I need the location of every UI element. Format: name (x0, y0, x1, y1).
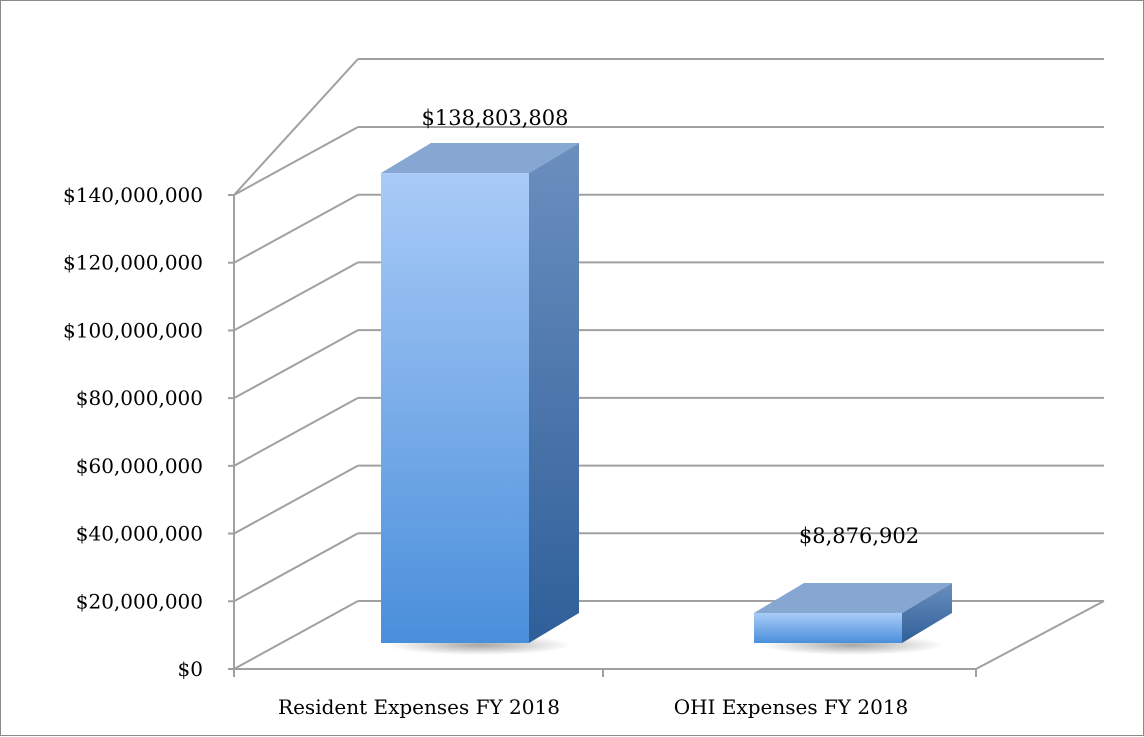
x-tick-label: Resident Expenses FY 2018 (278, 695, 560, 719)
data-label: $138,803,808 (422, 106, 569, 130)
y-tick-labels: $0 $20,000,000 $40,000,000 $60,000,000 $80,0… (63, 183, 203, 681)
bar (381, 143, 579, 655)
y-tick-label: $0 (178, 657, 203, 681)
bar-side (529, 143, 579, 643)
y-tick-label: $40,000,000 (76, 522, 203, 546)
value-labels: $138,803,808 $8,876,902 (422, 106, 920, 548)
bar-top (381, 143, 579, 174)
y-tick-label: $20,000,000 (76, 589, 203, 613)
bar-front (381, 173, 529, 643)
gridlines (233, 58, 1104, 670)
y-tick-label: $60,000,000 (76, 454, 203, 478)
y-tick-label: $80,000,000 (76, 386, 203, 410)
y-tick-label: $140,000,000 (63, 183, 203, 207)
floor-right-edge (975, 600, 1105, 670)
bar-side (902, 582, 952, 643)
gridline-diagonal (233, 532, 359, 603)
gridline-diagonal (233, 396, 359, 467)
bar (754, 582, 952, 655)
x-tick-label: OHI Expenses FY 2018 (674, 695, 909, 719)
gridline-diagonal (233, 261, 359, 332)
gridline-diagonal (233, 126, 359, 196)
gridline-diagonal (233, 329, 359, 400)
axes (228, 194, 1105, 677)
gridline-diagonal (233, 58, 359, 196)
category-labels: Resident Expenses FY 2018 OHI Expenses FY… (278, 695, 908, 719)
y-tick-label: $100,000,000 (63, 318, 203, 342)
y-tick-label: $120,000,000 (63, 251, 203, 275)
gridline-diagonal (233, 600, 359, 670)
bars (381, 143, 952, 655)
gridline-diagonal (233, 193, 359, 264)
bar-front (754, 612, 902, 643)
data-label: $8,876,902 (799, 524, 919, 548)
gridline-diagonal (233, 464, 359, 535)
bar-top (754, 582, 952, 613)
